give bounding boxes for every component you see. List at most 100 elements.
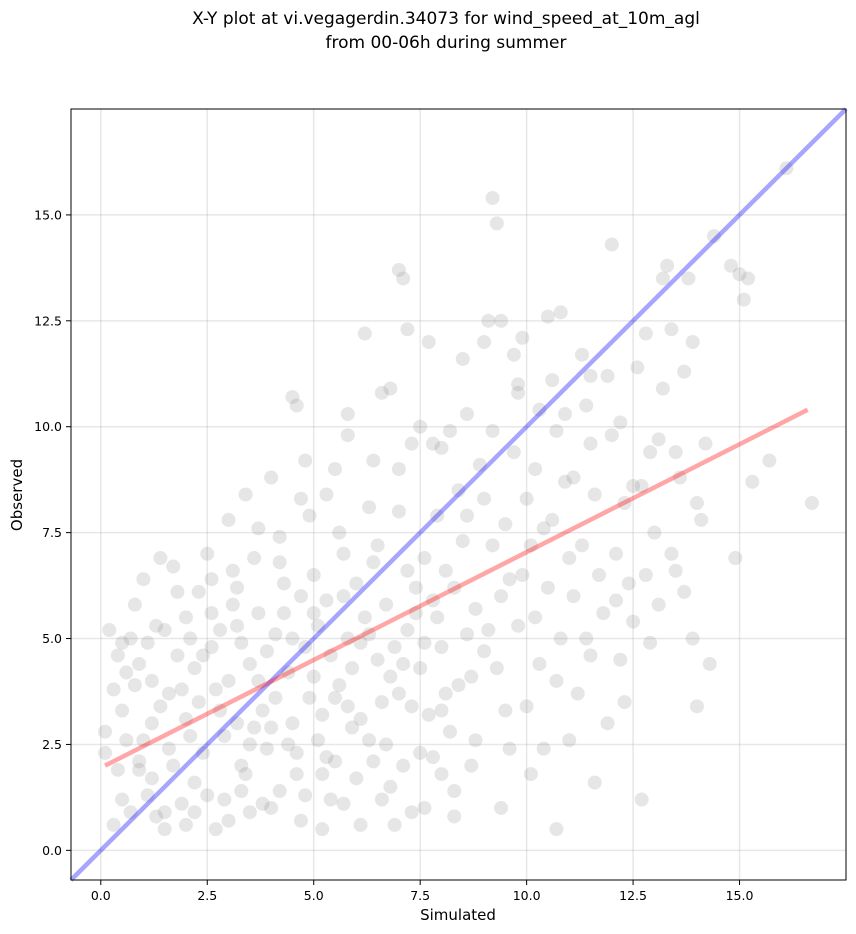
data-point: [404, 436, 419, 451]
data-point: [264, 470, 279, 485]
data-point: [553, 305, 568, 320]
data-point: [621, 576, 636, 591]
data-point: [498, 703, 513, 718]
data-point: [672, 470, 687, 485]
data-point: [153, 551, 168, 566]
data-point: [421, 707, 436, 722]
data-point: [413, 745, 428, 760]
data-point: [319, 487, 334, 502]
data-point: [574, 538, 589, 553]
data-point: [178, 610, 193, 625]
data-point: [408, 606, 423, 621]
data-point: [166, 758, 181, 773]
data-point: [345, 661, 360, 676]
data-point: [272, 784, 287, 799]
data-point: [170, 648, 185, 663]
data-point: [178, 712, 193, 727]
data-point: [374, 385, 389, 400]
data-point: [132, 762, 147, 777]
data-point: [489, 661, 504, 676]
data-point: [332, 525, 347, 540]
data-point: [328, 754, 343, 769]
data-point: [293, 491, 308, 506]
data-point: [638, 326, 653, 341]
data-point: [340, 428, 355, 443]
data-point: [545, 512, 560, 527]
data-point: [417, 800, 432, 815]
data-point: [728, 551, 743, 566]
data-point: [404, 805, 419, 820]
data-point: [306, 606, 321, 621]
x-tick-label: 5.0: [304, 888, 324, 903]
data-point: [217, 728, 232, 743]
data-point: [268, 690, 283, 705]
data-point: [523, 767, 538, 782]
data-point: [460, 627, 475, 642]
data-point: [276, 576, 291, 591]
data-point: [685, 631, 700, 646]
data-point: [225, 563, 240, 578]
data-point: [532, 402, 547, 417]
data-point: [115, 792, 130, 807]
data-point: [204, 572, 219, 587]
data-point: [643, 635, 658, 650]
data-point: [191, 695, 206, 710]
data-point: [200, 546, 215, 561]
data-point: [298, 453, 313, 468]
data-point: [455, 534, 470, 549]
data-point: [336, 546, 351, 561]
data-point: [741, 271, 756, 286]
data-point: [170, 584, 185, 599]
data-point: [396, 656, 411, 671]
data-point: [583, 648, 598, 663]
y-tick-label: 2.5: [42, 737, 62, 752]
data-point: [310, 618, 325, 633]
data-point: [157, 805, 172, 820]
data-point: [451, 483, 466, 498]
data-point: [157, 822, 172, 837]
data-point: [157, 623, 172, 638]
data-point: [519, 491, 534, 506]
data-point: [153, 699, 168, 714]
data-point: [434, 703, 449, 718]
data-point: [660, 258, 675, 273]
data-point: [634, 792, 649, 807]
data-point: [485, 190, 500, 205]
data-point: [434, 440, 449, 455]
axis-ticks: 0.0 2.5 5.0 7.5 10.0 12.5 15.0 0.0 2.5 5.0 7.5 10.0…: [34, 207, 753, 903]
data-point: [430, 610, 445, 625]
data-point: [196, 648, 211, 663]
data-point: [566, 470, 581, 485]
data-point: [119, 665, 134, 680]
data-point: [174, 796, 189, 811]
data-point: [400, 623, 415, 638]
data-point: [298, 640, 313, 655]
data-point: [285, 631, 300, 646]
data-point: [204, 606, 219, 621]
data-point: [238, 767, 253, 782]
data-point: [387, 640, 402, 655]
data-point: [583, 368, 598, 383]
data-point: [370, 538, 385, 553]
data-point: [289, 767, 304, 782]
data-point: [562, 733, 577, 748]
y-tick-label: 0.0: [42, 843, 62, 858]
data-point: [736, 292, 751, 307]
data-point: [430, 508, 445, 523]
data-point: [132, 754, 147, 769]
data-point: [677, 584, 692, 599]
data-point: [362, 733, 377, 748]
data-point: [225, 597, 240, 612]
data-point: [144, 673, 159, 688]
data-point: [579, 398, 594, 413]
data-point: [276, 606, 291, 621]
plot-frame: [70, 108, 847, 881]
data-point: [106, 682, 121, 697]
data-point: [557, 407, 572, 422]
data-point: [655, 271, 670, 286]
data-point: [259, 644, 274, 659]
data-point: [536, 521, 551, 536]
data-point: [123, 631, 138, 646]
data-point: [387, 817, 402, 832]
data-point: [289, 745, 304, 760]
